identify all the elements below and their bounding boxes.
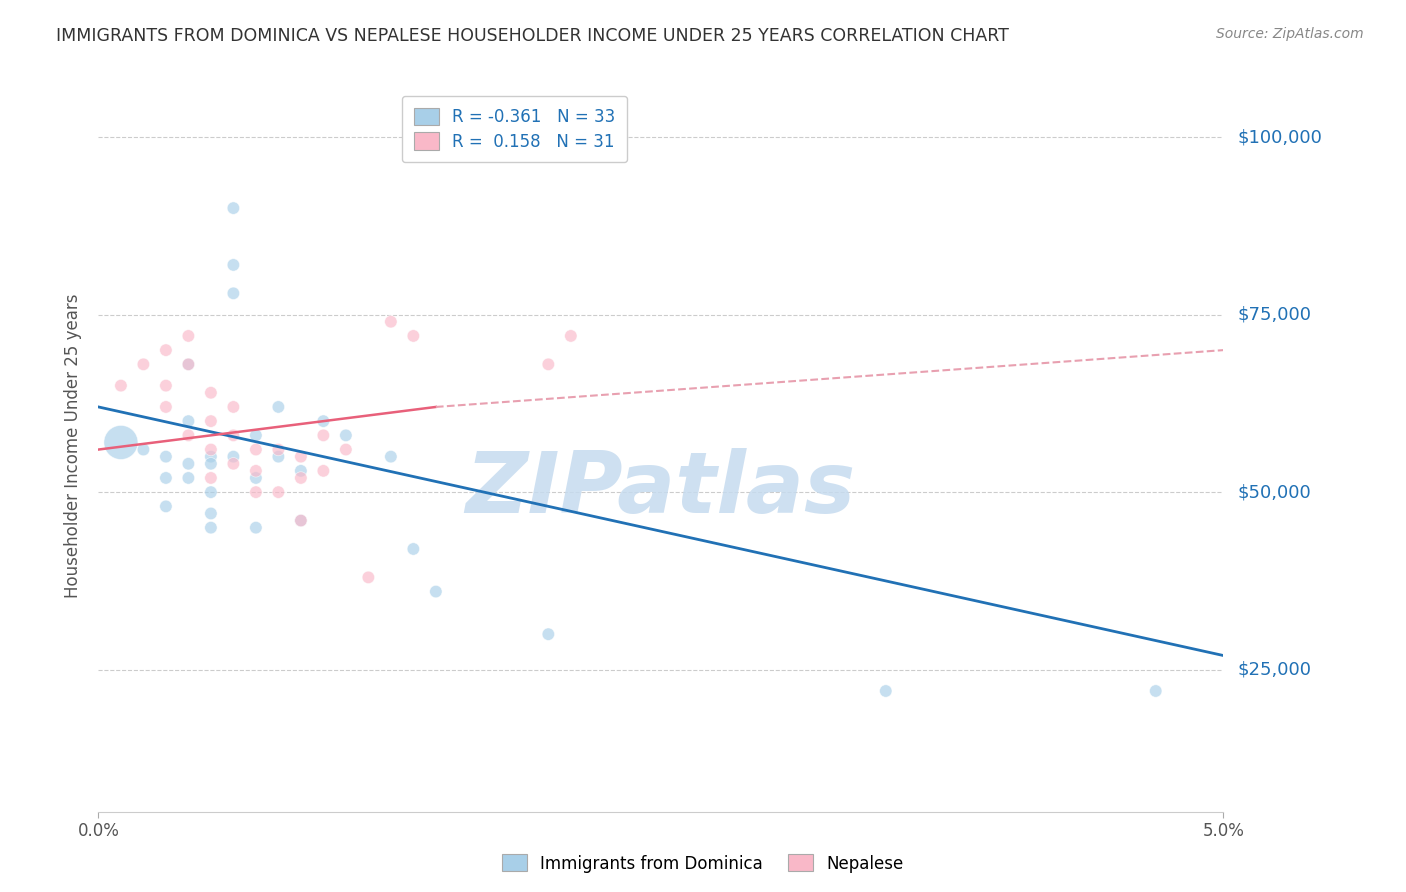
Point (335, 428, 357, 442)
Point (177, 329, 200, 343)
Legend: R = -0.361   N = 33, R =  0.158   N = 31: R = -0.361 N = 33, R = 0.158 N = 31 (402, 96, 627, 162)
Point (222, 258, 245, 272)
Point (267, 450, 290, 464)
Point (560, 329, 582, 343)
Point (222, 450, 245, 464)
Point (425, 584, 447, 599)
Point (335, 442, 357, 457)
Point (312, 428, 335, 442)
Point (155, 471, 177, 485)
Text: $25,000: $25,000 (1237, 661, 1312, 679)
Point (357, 570, 380, 584)
Point (222, 400, 245, 414)
Point (290, 514, 312, 528)
Point (177, 471, 200, 485)
Point (312, 464, 335, 478)
Point (200, 414, 222, 428)
Point (380, 315, 402, 329)
Text: $50,000: $50,000 (1237, 483, 1310, 501)
Point (132, 442, 155, 457)
Point (155, 400, 177, 414)
Point (402, 541, 425, 556)
Point (132, 357, 155, 371)
Point (200, 442, 222, 457)
Point (155, 378, 177, 392)
Point (290, 471, 312, 485)
Point (537, 627, 560, 641)
Point (245, 464, 267, 478)
Text: Source: ZipAtlas.com: Source: ZipAtlas.com (1216, 27, 1364, 41)
Point (312, 414, 335, 428)
Point (290, 464, 312, 478)
Point (1144, 684, 1167, 698)
Point (290, 514, 312, 528)
Point (245, 521, 267, 535)
Point (222, 201, 245, 215)
Point (245, 485, 267, 500)
Point (200, 457, 222, 471)
Text: $100,000: $100,000 (1237, 128, 1322, 146)
Point (537, 357, 560, 371)
Point (245, 428, 267, 442)
Text: ZIPatlas: ZIPatlas (465, 449, 856, 532)
Y-axis label: Householder Income Under 25 years: Householder Income Under 25 years (65, 293, 83, 599)
Point (267, 442, 290, 457)
Point (155, 343, 177, 358)
Point (222, 286, 245, 301)
Point (222, 428, 245, 442)
Point (380, 450, 402, 464)
Point (177, 428, 200, 442)
Point (290, 450, 312, 464)
Text: $75,000: $75,000 (1237, 306, 1312, 324)
Point (222, 457, 245, 471)
Point (177, 414, 200, 428)
Point (200, 471, 222, 485)
Point (200, 507, 222, 521)
Point (875, 684, 897, 698)
Point (177, 357, 200, 371)
Point (110, 378, 132, 392)
Point (245, 471, 267, 485)
Point (200, 521, 222, 535)
Legend: Immigrants from Dominica, Nepalese: Immigrants from Dominica, Nepalese (495, 847, 911, 880)
Point (245, 442, 267, 457)
Point (110, 435, 132, 450)
Point (200, 450, 222, 464)
Point (402, 329, 425, 343)
Text: IMMIGRANTS FROM DOMINICA VS NEPALESE HOUSEHOLDER INCOME UNDER 25 YEARS CORRELATI: IMMIGRANTS FROM DOMINICA VS NEPALESE HOU… (56, 27, 1010, 45)
Point (177, 357, 200, 371)
Point (200, 485, 222, 500)
Point (155, 500, 177, 514)
Point (267, 485, 290, 500)
Point (200, 385, 222, 400)
Point (267, 400, 290, 414)
Point (177, 457, 200, 471)
Point (155, 450, 177, 464)
